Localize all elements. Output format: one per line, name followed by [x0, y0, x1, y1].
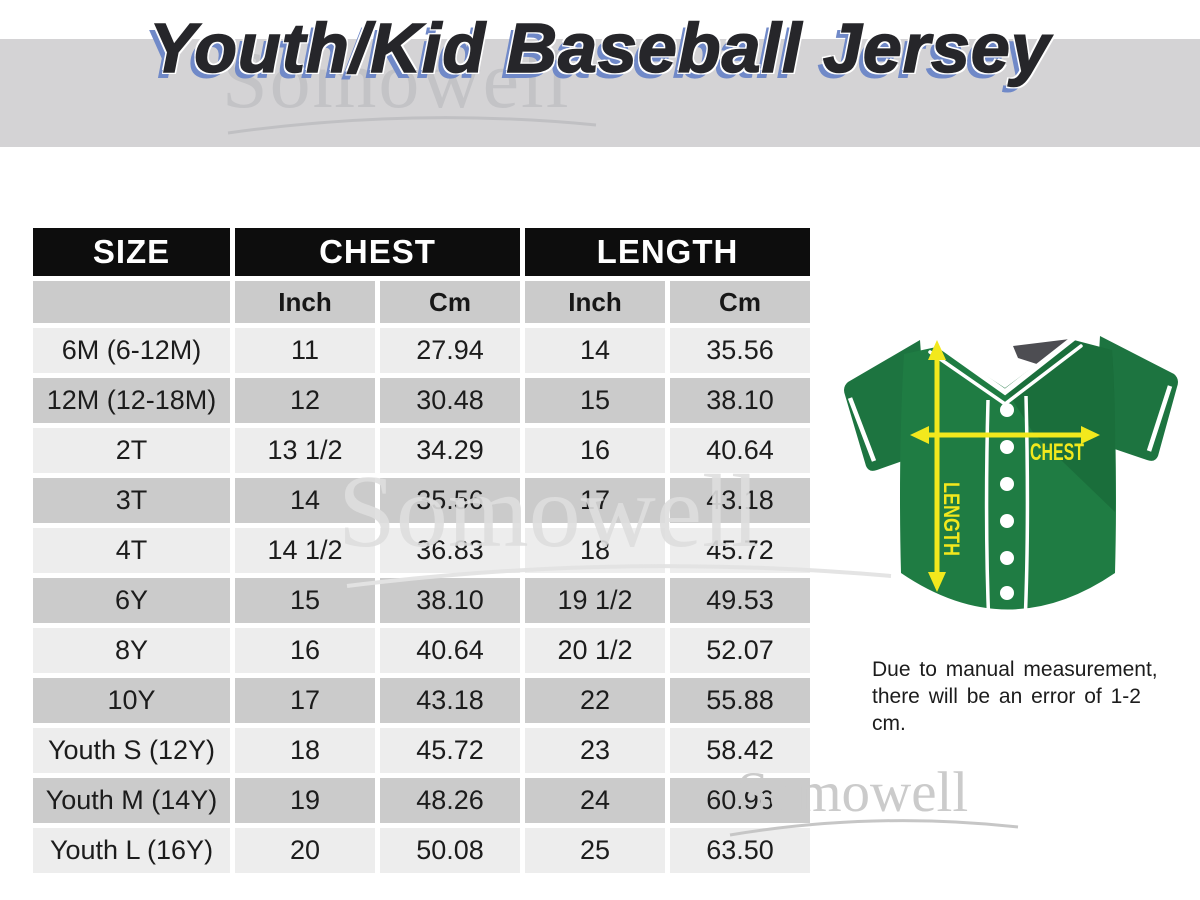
chest-inch-cell: 14	[235, 478, 375, 523]
chest-inch-cell: 16	[235, 628, 375, 673]
table-row: 4T 14 1/2 36.83 18 45.72	[33, 528, 810, 573]
chest-inch-cell: 20	[235, 828, 375, 873]
chest-cm-cell: 27.94	[380, 328, 520, 373]
chest-cm-cell: 40.64	[380, 628, 520, 673]
length-inch-cell: 24	[525, 778, 665, 823]
length-cm-cell: 45.72	[670, 528, 810, 573]
length-arrow	[928, 340, 946, 592]
size-cell: 8Y	[33, 628, 230, 673]
unit-blank-cell	[33, 281, 230, 323]
length-cm-cell: 63.50	[670, 828, 810, 873]
size-cell: Youth M (14Y)	[33, 778, 230, 823]
length-inch-cell: 16	[525, 428, 665, 473]
length-inch-cell: 23	[525, 728, 665, 773]
chest-cm-cell: 36.83	[380, 528, 520, 573]
table-row: Youth L (16Y) 20 50.08 25 63.50	[33, 828, 810, 873]
length-inch-cell: 14	[525, 328, 665, 373]
length-label: LENGTH	[939, 482, 964, 556]
chest-cm-cell: 48.26	[380, 778, 520, 823]
chest-inch-cell: 11	[235, 328, 375, 373]
size-chart: SIZE CHEST LENGTH Inch Cm Inch Cm 6M (6-…	[33, 228, 815, 878]
table-row: 6Y 15 38.10 19 1/2 49.53	[33, 578, 810, 623]
size-cell: 10Y	[33, 678, 230, 723]
unit-header-row: Inch Cm Inch Cm	[33, 281, 810, 323]
unit-chest-cm: Cm	[380, 281, 520, 323]
jersey-image: CHEST LENGTH	[844, 334, 1178, 629]
chest-cm-cell: 45.72	[380, 728, 520, 773]
size-cell: Youth L (16Y)	[33, 828, 230, 873]
length-cm-cell: 60.96	[670, 778, 810, 823]
chest-inch-cell: 14 1/2	[235, 528, 375, 573]
page-title: Youth/Kid Baseball Jersey	[148, 8, 1051, 88]
chest-cm-cell: 38.10	[380, 578, 520, 623]
chest-inch-cell: 13 1/2	[235, 428, 375, 473]
measurement-note: Due to manual measurement, there will be…	[872, 656, 1182, 737]
size-cell: 6Y	[33, 578, 230, 623]
length-inch-cell: 17	[525, 478, 665, 523]
length-cm-cell: 49.53	[670, 578, 810, 623]
unit-chest-inch: Inch	[235, 281, 375, 323]
size-cell: 2T	[33, 428, 230, 473]
chest-cm-cell: 34.29	[380, 428, 520, 473]
chest-arrow	[910, 426, 1100, 444]
chest-inch-cell: 18	[235, 728, 375, 773]
group-header-row: SIZE CHEST LENGTH	[33, 228, 810, 276]
note-line-2: there will be an error of 1-2 cm.	[872, 685, 1141, 735]
length-cm-cell: 35.56	[670, 328, 810, 373]
length-cm-cell: 40.64	[670, 428, 810, 473]
chest-cm-cell: 50.08	[380, 828, 520, 873]
length-cm-cell: 58.42	[670, 728, 810, 773]
header-length: LENGTH	[525, 228, 810, 276]
unit-length-inch: Inch	[525, 281, 665, 323]
length-cm-cell: 55.88	[670, 678, 810, 723]
size-cell: 6M (6-12M)	[33, 328, 230, 373]
note-line-1: Due to manual measurement,	[872, 658, 1158, 681]
length-inch-cell: 15	[525, 378, 665, 423]
length-inch-cell: 22	[525, 678, 665, 723]
table-row: 6M (6-12M) 11 27.94 14 35.56	[33, 328, 810, 373]
table-row: 8Y 16 40.64 20 1/2 52.07	[33, 628, 810, 673]
header-size: SIZE	[33, 228, 230, 276]
placket-piping	[984, 395, 1030, 629]
table-row: 10Y 17 43.18 22 55.88	[33, 678, 810, 723]
swoosh-icon	[227, 116, 597, 135]
chest-inch-cell: 12	[235, 378, 375, 423]
chest-inch-cell: 19	[235, 778, 375, 823]
table-row: Youth S (12Y) 18 45.72 23 58.42	[33, 728, 810, 773]
table-row: 2T 13 1/2 34.29 16 40.64	[33, 428, 810, 473]
length-inch-cell: 20 1/2	[525, 628, 665, 673]
chest-cm-cell: 30.48	[380, 378, 520, 423]
chest-inch-cell: 15	[235, 578, 375, 623]
banner-watermark: Somowell	[222, 34, 571, 125]
header-chest: CHEST	[235, 228, 520, 276]
table-row: 3T 14 35.56 17 43.18	[33, 478, 810, 523]
table-row: Youth M (14Y) 19 48.26 24 60.96	[33, 778, 810, 823]
size-cell: 12M (12-18M)	[33, 378, 230, 423]
jersey-body	[900, 339, 1116, 610]
chest-inch-cell: 17	[235, 678, 375, 723]
length-cm-cell: 43.18	[670, 478, 810, 523]
length-cm-cell: 52.07	[670, 628, 810, 673]
title-banner: Somowell	[0, 34, 1200, 147]
chest-cm-cell: 35.56	[380, 478, 520, 523]
collar-inner-shadow	[1013, 339, 1070, 366]
table-row: 12M (12-18M) 12 30.48 15 38.10	[33, 378, 810, 423]
length-inch-cell: 18	[525, 528, 665, 573]
jersey-buttons	[1000, 403, 1014, 600]
chest-cm-cell: 43.18	[380, 678, 520, 723]
size-cell: Youth S (12Y)	[33, 728, 230, 773]
length-inch-cell: 25	[525, 828, 665, 873]
size-cell: 3T	[33, 478, 230, 523]
size-cell: 4T	[33, 528, 230, 573]
length-cm-cell: 38.10	[670, 378, 810, 423]
size-chart-table: SIZE CHEST LENGTH Inch Cm Inch Cm 6M (6-…	[28, 223, 815, 878]
chest-label: CHEST	[1030, 439, 1084, 466]
length-inch-cell: 19 1/2	[525, 578, 665, 623]
unit-length-cm: Cm	[670, 281, 810, 323]
size-table-body: 6M (6-12M) 11 27.94 14 35.56 12M (12-18M) 12 30…	[33, 328, 810, 873]
